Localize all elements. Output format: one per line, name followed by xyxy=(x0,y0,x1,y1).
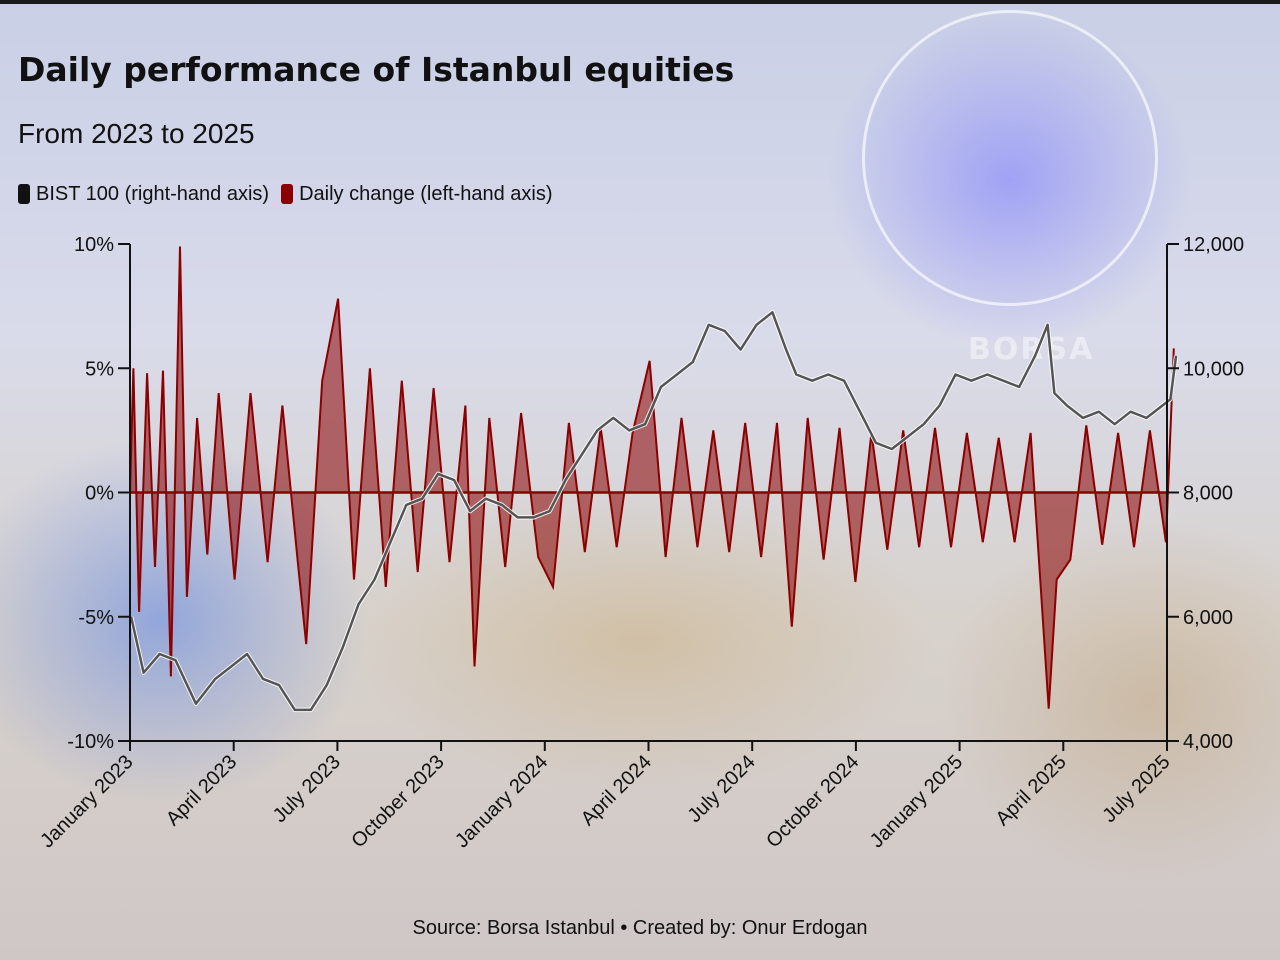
top-border xyxy=(0,0,1280,4)
left-tick-label: 5% xyxy=(85,358,114,380)
x-tick-label: October 2024 xyxy=(762,751,863,852)
chart-subtitle: From 2023 to 2025 xyxy=(18,118,255,149)
bist100-line xyxy=(129,311,1178,712)
left-tick-label: 0% xyxy=(85,483,114,505)
right-tick-label: 8,000 xyxy=(1183,483,1233,505)
x-tick-label: October 2023 xyxy=(347,751,448,852)
x-tick-label: July 2025 xyxy=(1098,751,1174,827)
right-tick-label: 4,000 xyxy=(1183,731,1233,753)
source-credit: Source: Borsa Istanbul • Created by: Onu… xyxy=(412,917,868,939)
x-tick-label: July 2024 xyxy=(684,751,760,827)
daily-change-area xyxy=(130,246,1174,709)
legend: BIST 100 (right-hand axis) Daily change … xyxy=(18,182,565,206)
x-tick-label: January 2023 xyxy=(36,751,137,852)
right-tick-label: 12,000 xyxy=(1183,234,1244,256)
legend-swatch-daily-change xyxy=(281,184,294,204)
x-tick-label: April 2024 xyxy=(577,751,656,830)
left-tick-label: -5% xyxy=(78,607,114,629)
left-tick-label: -10% xyxy=(67,731,114,753)
legend-label-daily-change: Daily change (left-hand axis) xyxy=(299,182,553,205)
x-tick-label: April 2025 xyxy=(992,751,1071,830)
x-tick-label: July 2023 xyxy=(269,751,345,827)
x-tick-label: January 2024 xyxy=(451,751,552,852)
right-tick-label: 6,000 xyxy=(1183,607,1233,629)
daily-change-series xyxy=(129,246,1175,709)
x-tick-label: January 2025 xyxy=(866,751,967,852)
legend-item-bist100: BIST 100 (right-hand axis) xyxy=(18,183,269,206)
x-tick-label: April 2023 xyxy=(162,751,241,830)
legend-swatch-bist100 xyxy=(18,184,30,204)
right-tick-label: 10,000 xyxy=(1183,358,1244,380)
chart-plot: 10% 5% 0% -5% -10% 12,000 10,000 8,000 6,000 4,00… xyxy=(36,234,1244,852)
chart-title: Daily performance of Istanbul equities xyxy=(18,50,735,89)
left-tick-label: 10% xyxy=(74,234,114,256)
background-logo xyxy=(862,10,1158,306)
legend-item-daily-change: Daily change (left-hand axis) xyxy=(281,182,553,206)
bist100-series xyxy=(128,310,1179,713)
daily-change-line xyxy=(129,246,1175,709)
legend-label-bist100: BIST 100 (right-hand axis) xyxy=(36,182,270,205)
